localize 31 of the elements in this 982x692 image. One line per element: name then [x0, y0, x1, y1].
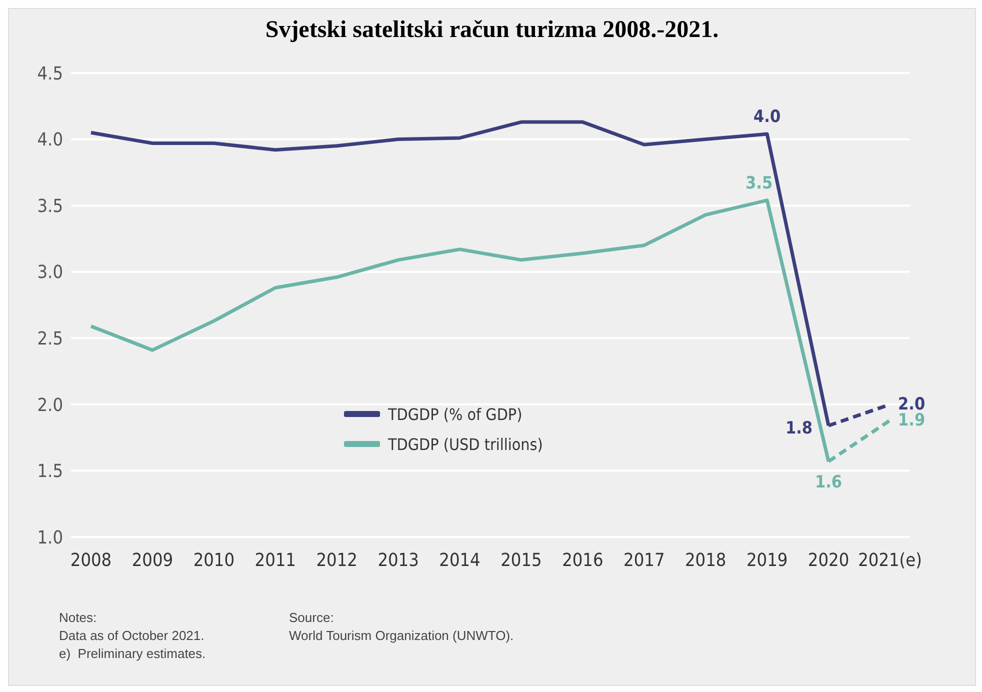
source-note: Source: World Tourism Organization (UNWTO).	[289, 609, 514, 645]
x-tick-label: 2021(e)	[858, 550, 922, 571]
y-tick-label: 2.5	[37, 328, 63, 350]
x-tick-label: 2009	[132, 550, 174, 571]
x-tick-label: 2018	[685, 550, 726, 571]
y-tick-label: 3.0	[37, 262, 63, 284]
legend-label: TDGDP (USD trillions)	[388, 434, 543, 454]
x-tick-label: 2015	[500, 550, 542, 571]
x-tick-label: 2013	[378, 550, 419, 571]
y-tick-label: 2.0	[37, 394, 63, 416]
data-label: 3.5	[746, 173, 773, 194]
x-tick-label: 2010	[193, 550, 235, 571]
chart-title: Svjetski satelitski račun turizma 2008.-2021.	[264, 17, 720, 44]
x-tick-label: 2020	[808, 550, 850, 571]
x-tick-label: 2011	[254, 550, 296, 571]
x-tick-label: 2016	[562, 550, 604, 571]
y-tick-label: 4.5	[37, 63, 63, 84]
data-label: 1.8	[785, 418, 813, 439]
y-tick-label: 1.0	[37, 527, 63, 548]
x-tick-label: 2019	[746, 550, 788, 571]
x-tick-label: 2017	[624, 550, 665, 571]
x-tick-label: 2008	[70, 550, 112, 571]
legend-label: TDGDP (% of GDP)	[388, 404, 522, 424]
data-label: 4.0	[754, 106, 781, 127]
y-tick-label: 3.5	[37, 196, 63, 217]
y-tick-label: 4.0	[37, 130, 63, 151]
text: Notes: Data as of October 2021. e) Preliminary estimates.	[59, 609, 206, 663]
y-tick-label: 1.5	[37, 461, 63, 482]
x-tick-label: 2012	[316, 550, 358, 571]
x-tick-label: 2014	[439, 550, 480, 571]
data-label: 1.6	[814, 472, 842, 492]
